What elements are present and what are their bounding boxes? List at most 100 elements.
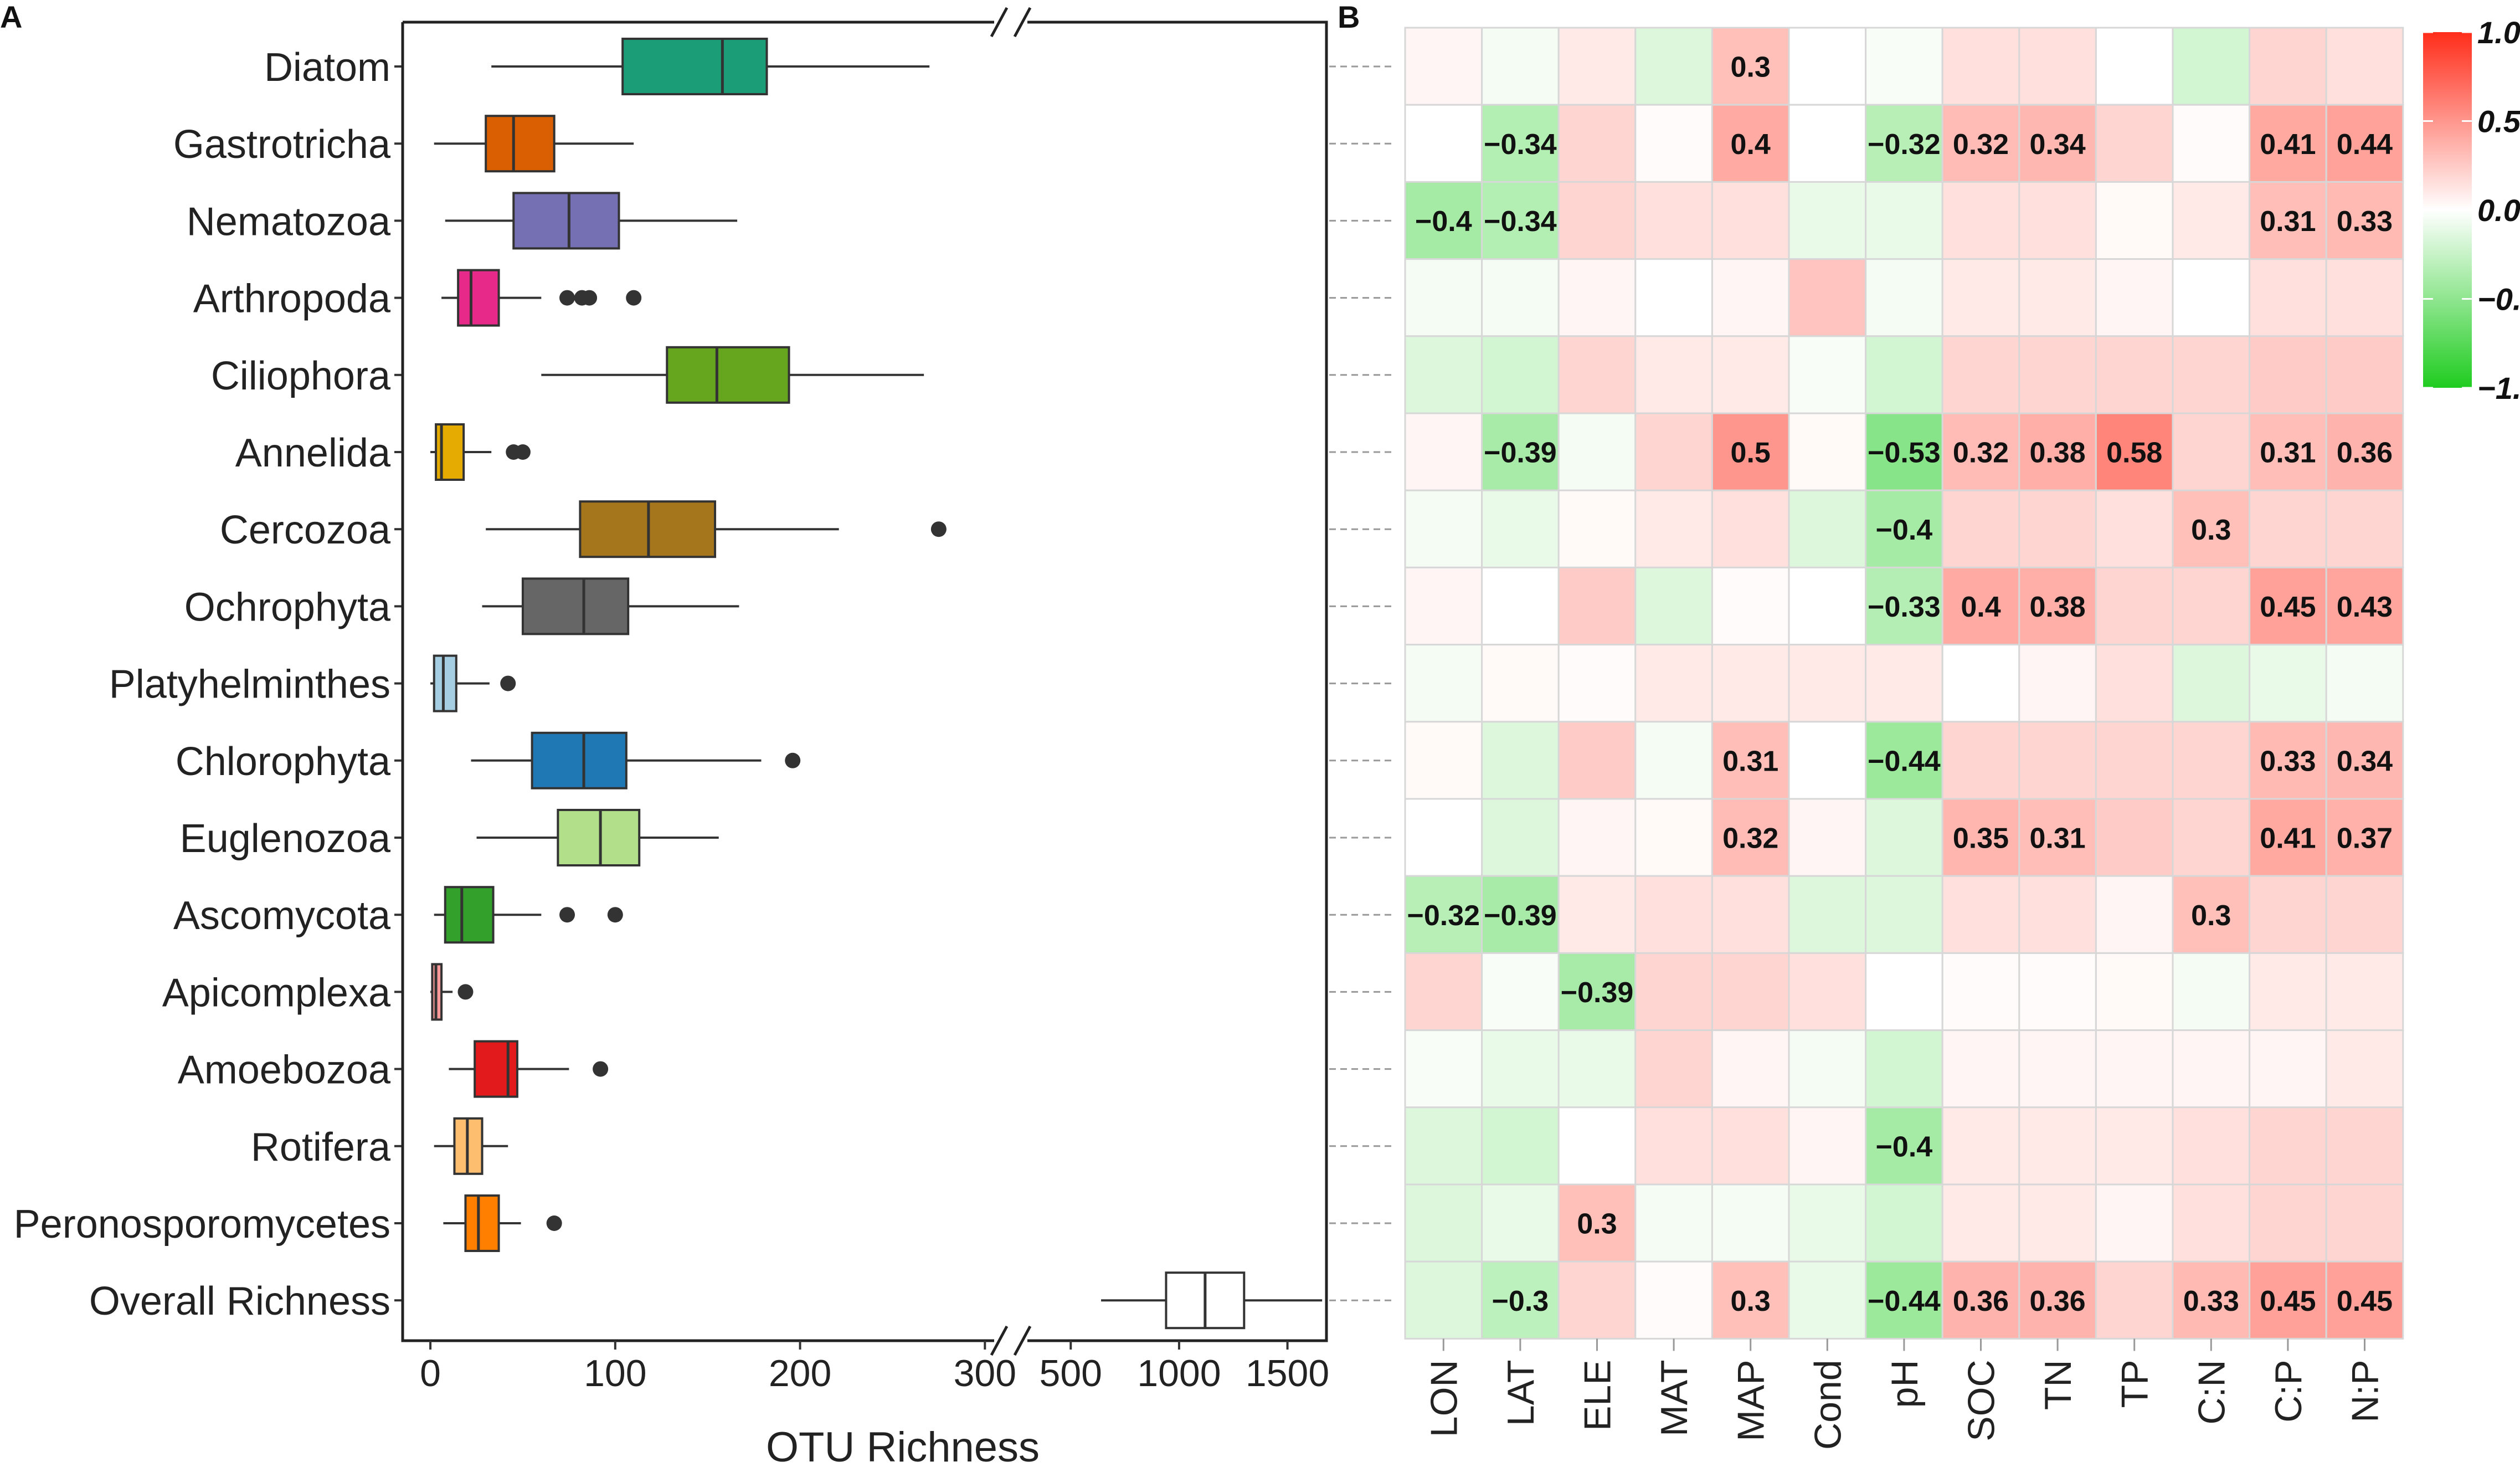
cell-apicomplexa-map [1711,952,1790,1032]
cell-overall-richness-mat [1634,1260,1713,1340]
cell-fill [1634,258,1713,337]
cell-ciliophora-c-p [2249,335,2327,414]
row-connectors [1329,65,1396,1301]
cell-fill [2172,1106,2251,1186]
cell-fill [1941,104,2020,183]
column-label-mat: MAT [1653,1360,1695,1437]
taxon-label-ciliophora: Ciliophora [211,354,391,398]
iqr-box [457,269,500,327]
cell-chlorophyta-mat [1634,721,1713,800]
cell-ochrophyta-lat [1481,566,1560,646]
cell-fill [2249,1106,2327,1186]
cell-fill [2325,1183,2404,1263]
cell-fill [2095,27,2174,106]
cell-fill [2172,27,2251,106]
cell-fill [2018,875,2097,954]
cell-fill [2018,721,2097,800]
cell-rotifera-soc [1941,1106,2020,1186]
colorbar-label: 1.0 [2477,15,2520,50]
cell-overall-richness-tp [2095,1260,2174,1340]
cell-fill [2249,952,2327,1032]
cell-amoebozoa-tn [2018,1029,2097,1109]
cell-label: −0.32 [1868,129,1941,161]
cell-euglenozoa-tn: 0.31 [2018,798,2097,877]
cell-fill [1634,1029,1713,1109]
cell-label: 0.38 [2029,591,2085,623]
cell-arthropoda-map [1711,258,1790,337]
cell-fill [2018,1029,2097,1109]
cell-gastrotricha-cond [1788,104,1867,183]
column-label-lon: LON [1423,1360,1465,1437]
cell-rotifera-cond [1788,1106,1867,1186]
cell-peronosporomycetes-lon [1404,1183,1483,1263]
cell-ciliophora-mat [1634,335,1713,414]
cell-arthropoda-cond [1788,258,1867,337]
cell-platyhelminthes-map [1711,644,1790,723]
cell-annelida-ele [1557,412,1637,491]
cell-peronosporomycetes-soc [1941,1183,2020,1263]
cell-label: −0.44 [1868,745,1941,777]
cell-fill [1941,875,2020,954]
cell-fill [1711,335,1790,414]
x-axis: 0 100 200 300 500 1000 1500 [420,1341,1329,1394]
column-label-c-p: C:P [2267,1360,2310,1422]
cell-platyhelminthes-soc [1941,644,2020,723]
cell-platyhelminthes-mat [1634,644,1713,723]
cell-fill [1404,104,1483,183]
cell-fill [2018,644,2097,723]
taxon-label-nematozoa: Nematozoa [187,199,391,244]
cell-fill [1788,798,1867,877]
cell-label: 0.33 [2183,1285,2239,1317]
cell-chlorophyta-soc [1941,721,2020,800]
column-label-map: MAP [1730,1360,1772,1441]
cell-cercozoa-ele [1557,489,1637,568]
cell-fill [1941,644,2020,723]
cell-ascomycota-ele [1557,875,1637,954]
cell-fill [2018,798,2097,877]
cell-fill [1865,1183,1943,1263]
cell-fill [1788,1260,1867,1340]
column-label-lat: LAT [1500,1360,1542,1426]
cell-fill [1865,489,1943,568]
box-diatom [491,38,930,95]
cell-fill [2249,721,2327,800]
cell-fill [2172,258,2251,337]
cell-peronosporomycetes-c-n [2172,1183,2251,1263]
cell-fill [1481,104,1560,183]
iqr-box [531,731,628,789]
cell-fill [1788,721,1867,800]
cell-fill [2172,1029,2251,1109]
cell-fill [1941,1106,2020,1186]
cell-fill [1481,721,1560,800]
cell-label: 0.43 [2337,591,2393,623]
iqr-box [512,192,620,250]
cell-label: 0.33 [2260,745,2316,777]
cell-fill [1404,489,1483,568]
cell-fill [2095,875,2174,954]
cell-overall-richness-soc: 0.36 [1941,1260,2020,1340]
cell-diatom-tp [2095,27,2174,106]
iqr-box [485,115,556,173]
x-tick-label-1000: 1000 [1137,1352,1221,1394]
cell-ochrophyta-ph: −0.33 [1865,566,1943,646]
cell-fill [1941,952,2020,1032]
column-labels: LON LAT ELE MAT MAP Cond pH SOC TN TP C:N C:P N:P [1423,1360,2386,1450]
cell-fill [2018,335,2097,414]
taxon-label-ascomycota: Ascomycota [173,894,391,938]
cell-fill [2095,1106,2174,1186]
cell-label: −0.44 [1868,1285,1941,1317]
cell-rotifera-lon [1404,1106,1483,1186]
cell-label: 0.45 [2337,1285,2393,1317]
cell-chlorophyta-c-n [2172,721,2251,800]
cell-nematozoa-soc [1941,181,2020,260]
cell-fill [1634,335,1713,414]
cell-amoebozoa-tp [2095,1029,2174,1109]
cell-fill [2018,258,2097,337]
cell-cercozoa-map [1711,489,1790,568]
cell-fill [1557,644,1637,723]
cell-fill [1404,644,1483,723]
column-label-tp: TP [2114,1360,2156,1408]
cell-rotifera-map [1711,1106,1790,1186]
cell-label: −0.39 [1561,977,1634,1009]
